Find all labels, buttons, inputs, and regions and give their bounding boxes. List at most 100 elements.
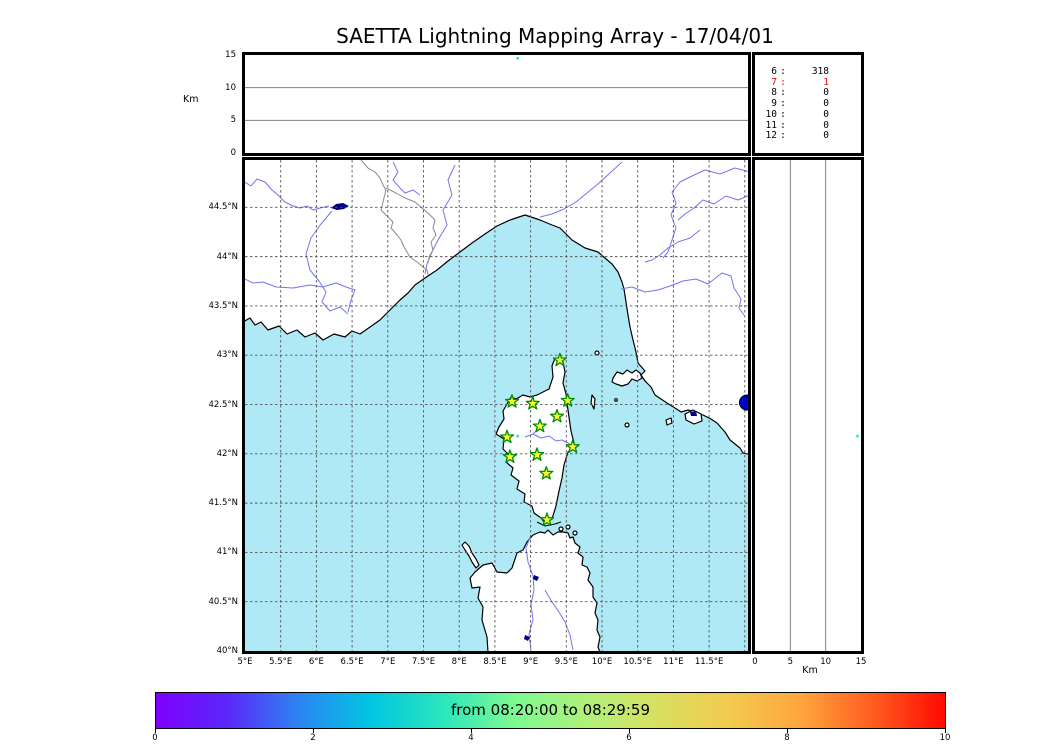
lon-tick-label: 10°E	[591, 657, 613, 667]
station-marker	[499, 429, 515, 444]
alt-left-tick-label: 5	[230, 115, 236, 126]
altitude-longitude-panel	[242, 52, 751, 156]
station-marker	[565, 439, 580, 454]
count-station-label: 7	[771, 76, 777, 88]
lat-tick-label: 44°N	[216, 251, 238, 262]
orbetello-lagoon	[690, 411, 697, 416]
argentario-peninsula	[684, 409, 703, 425]
lat-tick-label: 41.5°N	[208, 498, 238, 509]
lat-tick-label: 43°N	[216, 350, 238, 361]
colorbar-tick	[787, 729, 788, 733]
lon-tick-label: 6°E	[308, 657, 324, 667]
colorbar-tick	[313, 729, 314, 733]
lon-tick-label: 7°E	[380, 657, 396, 667]
alt-right-tick-label: 15	[855, 657, 867, 667]
edge-marker-dot	[738, 394, 748, 411]
count-row: 7: 1	[755, 76, 861, 89]
count-value: 318	[811, 66, 829, 77]
station-marker	[502, 449, 518, 463]
count-value: 0	[823, 108, 829, 120]
station-marker	[525, 396, 540, 410]
count-row: 9: 0	[755, 98, 861, 110]
lightning-source-point	[856, 434, 859, 438]
count-value: 0	[823, 130, 829, 142]
count-row: 10: 0	[755, 108, 861, 121]
station-marker	[529, 447, 545, 461]
colorbar-tick	[155, 729, 156, 733]
sardinia-lake	[533, 575, 539, 581]
count-value: 0	[823, 87, 829, 99]
colorbar-tick-label: 6	[626, 733, 632, 743]
colorbar-tick-label: 2	[310, 733, 316, 743]
alt-right-tick-label: 0	[752, 657, 758, 667]
alt-left-tick-label: 10	[225, 82, 236, 93]
station-marker	[504, 394, 520, 408]
lakes-group	[331, 203, 697, 641]
lon-tick-label: 9.5°E	[554, 657, 578, 667]
count-row: 8: 0	[755, 88, 861, 99]
altitude-longitude-plot	[245, 56, 748, 121]
station-marker	[549, 408, 565, 423]
count-station-label: 8	[771, 87, 777, 99]
lon-tick-label: 5.5°E	[269, 657, 293, 667]
count-row: 11: 0	[755, 119, 861, 132]
count-station-label: 9	[771, 98, 777, 110]
altitude-latitude-panel	[752, 157, 864, 654]
asinara-island	[461, 541, 480, 569]
station-counts-panel: 6: 318 7: 1 8: 0 9: 0 10: 0 11: 0 12: 0	[752, 52, 864, 156]
country-borders-group	[360, 160, 437, 276]
lon-tick-label: 11°E	[663, 657, 684, 667]
maddalena-islet	[572, 530, 578, 536]
colorbar-time-range-label: from 08:20:00 to 08:29:59	[450, 701, 650, 719]
count-colon: :	[780, 108, 786, 120]
alt-left-tick-label: 0	[230, 148, 236, 158]
count-colon: :	[780, 87, 786, 99]
lon-tick-label: 8.5°E	[483, 657, 507, 667]
lat-tick-label: 40.5°N	[208, 596, 238, 607]
maddalena-islet	[558, 526, 564, 532]
figure-title: SAETTA Lightning Mapping Array - 17/04/0…	[336, 24, 774, 48]
lat-tick-label: 42°N	[216, 448, 238, 459]
sardinia-coastline	[469, 529, 601, 651]
count-row: 6: 318	[755, 66, 861, 78]
lightning-source-point	[516, 434, 520, 438]
elba-island	[611, 369, 643, 387]
count-colon: :	[780, 98, 786, 110]
count-colon: :	[780, 66, 786, 77]
alt-right-tick-label: 5	[787, 657, 794, 667]
alt-right-tick-label: 10	[820, 657, 832, 667]
count-station-label: 11	[765, 119, 777, 131]
station-marker	[532, 418, 547, 433]
lon-tick-label: 10.5°E	[623, 657, 652, 667]
gorgona-island	[594, 350, 600, 356]
giglio-island	[665, 417, 673, 426]
alt-left-axis-unit: Km	[183, 94, 199, 105]
lon-tick-label: 6.5°E	[340, 657, 364, 667]
lon-tick-label: 11.5°E	[694, 657, 724, 667]
colorbar-tick-label: 4	[468, 733, 474, 743]
colorbar-tick	[629, 729, 630, 733]
lat-tick-label: 42.5°N	[208, 399, 238, 410]
alt-right-axis-unit: Km	[802, 665, 818, 676]
lat-tick-label: 40°N	[216, 646, 238, 657]
alt-left-tick-label: 15	[225, 50, 236, 60]
lightning-source-point	[516, 56, 520, 60]
count-station-label: 12	[765, 130, 777, 142]
count-value: 0	[823, 119, 829, 131]
small-islet	[614, 398, 618, 402]
lon-tick-label: 7.5°E	[411, 657, 436, 667]
count-colon: :	[780, 76, 786, 88]
lat-tick-label: 44.5°N	[208, 202, 238, 213]
altitude-latitude-plot	[789, 160, 859, 651]
map-plot	[245, 160, 748, 651]
lon-tick-label: 5°E	[237, 657, 253, 667]
colorbar-tick-label: 10	[939, 733, 951, 743]
count-station-label: 6	[771, 66, 777, 77]
station-marker	[539, 466, 554, 480]
count-station-label: 10	[765, 108, 777, 120]
colorbar-tick	[945, 729, 946, 733]
lat-tick-label: 41°N	[216, 547, 238, 558]
station-marker	[539, 512, 555, 527]
lon-tick-label: 8°E	[451, 657, 467, 667]
capraia-island	[590, 394, 596, 410]
